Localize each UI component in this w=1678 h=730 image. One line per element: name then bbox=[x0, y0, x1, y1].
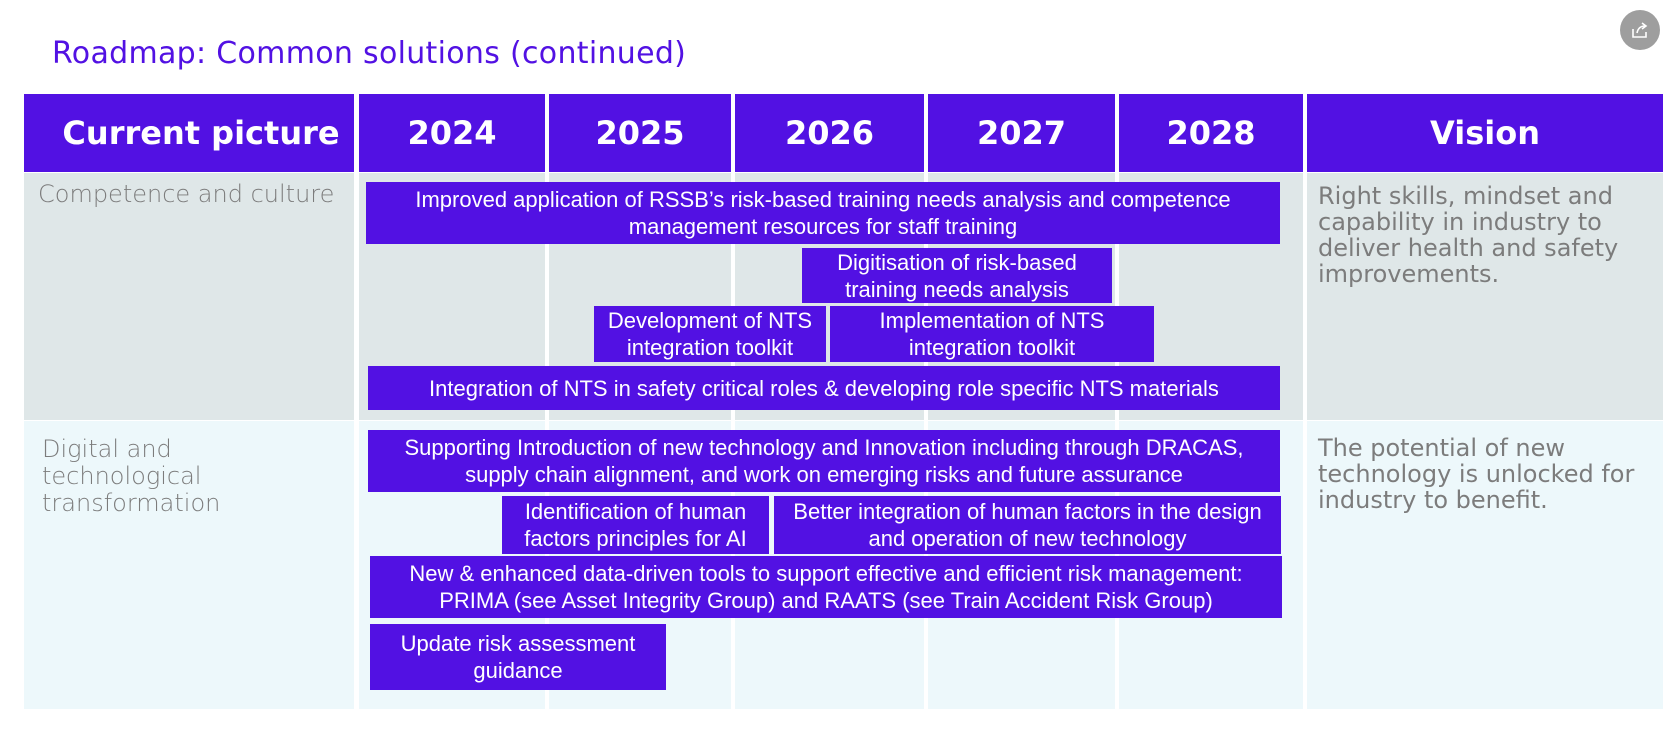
header-year-2026: 2026 bbox=[735, 94, 924, 172]
roadmap-bar: Improved application of RSSB’s risk-base… bbox=[366, 182, 1280, 244]
digital-band-left bbox=[24, 421, 354, 709]
roadmap-bar: New & enhanced data-driven tools to supp… bbox=[370, 556, 1282, 618]
roadmap-bar: Integration of NTS in safety critical ro… bbox=[368, 366, 1280, 410]
header-year-2025: 2025 bbox=[549, 94, 731, 172]
competence-band-left bbox=[24, 173, 354, 420]
header-year-2028: 2028 bbox=[1119, 94, 1303, 172]
header-current-picture: Current picture bbox=[24, 94, 354, 172]
vision-competence: Right skills, mindset and capability in … bbox=[1318, 182, 1619, 288]
page-title: Roadmap: Common solutions (continued) bbox=[52, 36, 687, 71]
header-vision: Vision bbox=[1307, 94, 1663, 172]
roadmap-bar: Update risk assessment guidance bbox=[370, 624, 666, 690]
roadmap-bar: Better integration of human factors in t… bbox=[774, 496, 1281, 554]
share-button[interactable] bbox=[1620, 10, 1660, 50]
roadmap-bar: Identification of human factors principl… bbox=[502, 496, 769, 554]
digital-band-vision bbox=[1307, 421, 1663, 709]
roadmap-bar: Development of NTS integration toolkit bbox=[594, 306, 826, 362]
header-year-2027: 2027 bbox=[928, 94, 1115, 172]
share-icon bbox=[1632, 22, 1648, 38]
row-label-digital-text: Digital and technological transformation bbox=[42, 435, 221, 517]
roadmap-bar: Supporting Introduction of new technolog… bbox=[368, 430, 1280, 492]
competence-band-vision bbox=[1307, 173, 1663, 420]
row-label-digital: Digital and technological transformation bbox=[42, 436, 332, 517]
header-year-2024: 2024 bbox=[359, 94, 545, 172]
row-label-competence: Competence and culture bbox=[38, 180, 335, 208]
roadmap-bar: Digitisation of risk-based training need… bbox=[802, 248, 1112, 303]
vision-digital: The potential of new technology is unloc… bbox=[1318, 434, 1635, 514]
roadmap-bar: Implementation of NTS integration toolki… bbox=[830, 306, 1154, 362]
